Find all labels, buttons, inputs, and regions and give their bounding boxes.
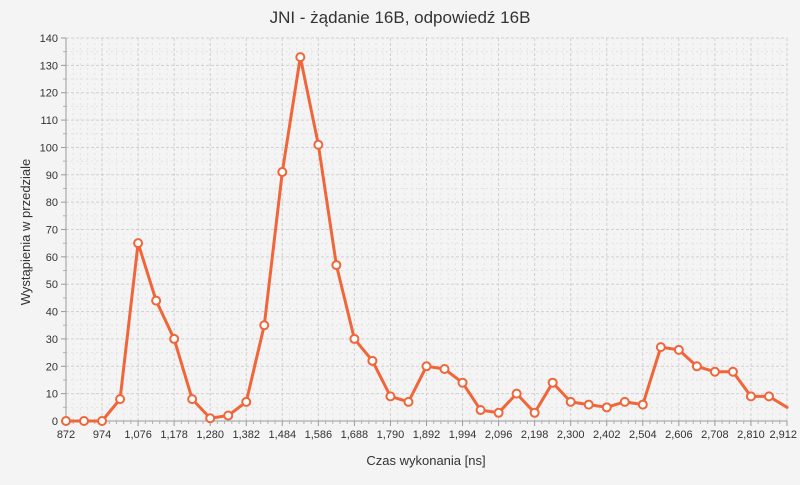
data-point bbox=[493, 407, 504, 418]
x-tick-label: 2,606 bbox=[665, 429, 693, 441]
data-point bbox=[403, 396, 414, 407]
y-tick-label: 50 bbox=[46, 279, 58, 291]
data-point bbox=[763, 391, 774, 402]
x-axis-label: Czas wykonania [ns] bbox=[366, 453, 485, 468]
data-point bbox=[313, 139, 324, 150]
y-tick-label: 120 bbox=[40, 88, 58, 100]
x-tick-label: 2,402 bbox=[593, 429, 621, 441]
data-point bbox=[223, 410, 234, 421]
x-tick-label: 2,198 bbox=[521, 429, 549, 441]
data-point bbox=[295, 52, 306, 63]
data-point bbox=[727, 366, 738, 377]
data-point bbox=[169, 333, 180, 344]
data-point bbox=[583, 399, 594, 410]
x-tick-label: 1,076 bbox=[124, 429, 152, 441]
data-point bbox=[367, 355, 378, 366]
y-tick-label: 10 bbox=[46, 389, 58, 401]
series bbox=[61, 52, 789, 426]
data-point bbox=[331, 260, 342, 271]
y-tick-label: 70 bbox=[46, 225, 58, 237]
y-tick-label: 100 bbox=[40, 142, 58, 154]
x-tick-label: 1,382 bbox=[232, 429, 260, 441]
data-point bbox=[637, 399, 648, 410]
data-point bbox=[133, 238, 144, 249]
data-point bbox=[511, 388, 522, 399]
data-point bbox=[691, 361, 702, 372]
data-point bbox=[673, 344, 684, 355]
y-axis-label: Wystąpienia w przedziale bbox=[18, 159, 33, 306]
x-tick-label: 1,484 bbox=[269, 429, 297, 441]
y-tick-label: 90 bbox=[46, 170, 58, 182]
data-point bbox=[421, 361, 432, 372]
y-tick-label: 80 bbox=[46, 197, 58, 209]
data-point bbox=[241, 396, 252, 407]
y-tick-label: 30 bbox=[46, 334, 58, 346]
data-point bbox=[61, 416, 71, 426]
x-tick-label: 872 bbox=[57, 429, 75, 441]
chart-title: JNI - żądanie 16B, odpowiedź 16B bbox=[270, 8, 531, 27]
x-tick-label: 2,708 bbox=[701, 429, 729, 441]
data-point bbox=[259, 320, 270, 331]
data-point bbox=[457, 377, 468, 388]
y-tick-label: 110 bbox=[40, 115, 58, 127]
data-point bbox=[547, 377, 558, 388]
y-tick-label: 40 bbox=[46, 307, 58, 319]
data-point bbox=[601, 402, 612, 413]
x-tick-label: 1,994 bbox=[449, 429, 477, 441]
axes bbox=[61, 37, 788, 426]
tick-labels: 0 10 20 30 40 50 60 70 80 90 100 110 120 130 140 872 974… bbox=[40, 33, 797, 441]
data-point bbox=[97, 416, 108, 426]
y-tick-label: 140 bbox=[40, 33, 58, 45]
x-tick-label: 1,586 bbox=[305, 429, 333, 441]
data-point bbox=[529, 407, 540, 418]
x-tick-label: 974 bbox=[93, 429, 111, 441]
x-tick-label: 1,178 bbox=[160, 429, 188, 441]
data-point bbox=[277, 167, 288, 178]
x-tick-label: 1,280 bbox=[196, 429, 224, 441]
data-point bbox=[619, 396, 630, 407]
data-point bbox=[79, 416, 90, 426]
y-tick-label: 20 bbox=[46, 361, 58, 373]
x-tick-label: 2,096 bbox=[485, 429, 513, 441]
x-tick-label: 1,892 bbox=[413, 429, 441, 441]
x-tick-label: 2,810 bbox=[737, 429, 765, 441]
data-point bbox=[439, 364, 450, 375]
data-point bbox=[349, 333, 360, 344]
data-point bbox=[565, 396, 576, 407]
y-tick-label: 0 bbox=[52, 416, 58, 428]
data-point bbox=[655, 342, 666, 353]
y-tick-label: 130 bbox=[40, 60, 58, 72]
x-tick-label: 2,504 bbox=[629, 429, 657, 441]
data-point bbox=[205, 413, 216, 424]
data-point bbox=[475, 405, 486, 416]
data-point bbox=[115, 394, 126, 405]
data-point bbox=[187, 394, 198, 405]
data-point bbox=[709, 366, 720, 377]
y-tick-label: 60 bbox=[46, 252, 58, 264]
x-tick-label: 1,688 bbox=[341, 429, 369, 441]
x-tick-label: 2,300 bbox=[557, 429, 585, 441]
data-point bbox=[151, 295, 162, 306]
data-point bbox=[745, 391, 756, 402]
data-point bbox=[385, 391, 396, 402]
x-tick-label: 1,790 bbox=[377, 429, 405, 441]
x-tick-label: 2,912 bbox=[769, 429, 797, 441]
